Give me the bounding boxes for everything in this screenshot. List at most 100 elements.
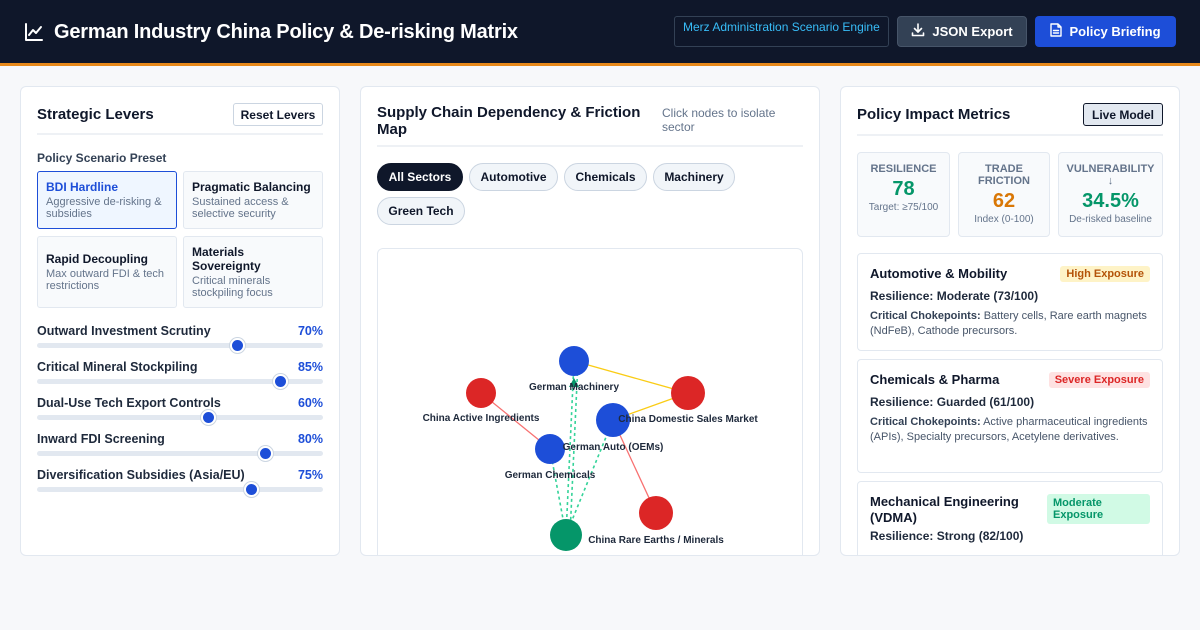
- chokepoints-label: Critical Chokepoints:: [870, 310, 981, 322]
- preset-name: Materials Sovereignty: [192, 245, 261, 273]
- graph-node-label: German Chemicals: [505, 470, 596, 481]
- metric-value: 78: [892, 178, 915, 200]
- preset-heading: Policy Scenario Preset: [37, 151, 167, 165]
- lever-slider-thumb[interactable]: [272, 374, 288, 389]
- lever-name: Dual-Use Tech Export Controls: [37, 396, 221, 410]
- lever-slider-thumb[interactable]: [244, 482, 259, 497]
- dependency-graph-canvas: German Machinery China Active Ingredients…: [423, 346, 758, 551]
- top-bar: German Industry China Policy & De-riskin…: [0, 0, 1200, 63]
- sector-card-chemicals[interactable]: Chemicals & Pharma Severe Exposure Resil…: [857, 359, 1163, 473]
- app-title-text: German Industry China Policy & De-riskin…: [54, 20, 518, 43]
- metric-label: VULNERABILITY ↓: [1066, 163, 1155, 187]
- supply-chain-map-panel: Supply Chain Dependency & Friction Map C…: [360, 86, 820, 556]
- metric-sub: De-risked baseline: [1069, 214, 1152, 225]
- graph-node-label: China Rare Earths / Minerals: [588, 535, 724, 546]
- graph-node-label: German Machinery: [529, 382, 619, 393]
- edge-arrow: [569, 378, 579, 387]
- graph-node-de-chem[interactable]: [535, 434, 565, 464]
- preset-materials-sovereignty[interactable]: Materials Sovereignty Critical minerals …: [183, 236, 323, 308]
- exposure-badge: High Exposure: [1060, 266, 1150, 282]
- filter-all-sectors[interactable]: All Sectors: [377, 163, 463, 191]
- filter-green-tech[interactable]: Green Tech: [377, 197, 465, 225]
- metric-sub: Target: ≥75/100: [868, 202, 939, 213]
- sector-chokepoints: Critical Chokepoints: Battery cells, Rar…: [870, 309, 1150, 339]
- edge-alt-supply-de-auto: [565, 419, 614, 536]
- json-export-label: JSON Export: [932, 24, 1013, 39]
- graph-node-alt-supply[interactable]: [550, 519, 582, 551]
- lever-2: Dual-Use Tech Export Controls 60%: [37, 396, 323, 426]
- lever-3: Inward FDI Screening 80%: [37, 432, 323, 462]
- lever-name: Outward Investment Scrutiny: [37, 324, 211, 338]
- lever-slider-thumb[interactable]: [258, 446, 274, 461]
- edge-alt-supply-de-machinery: [565, 360, 575, 536]
- dependency-graph: German Machinery China Active Ingredients…: [377, 248, 803, 555]
- download-icon: [911, 23, 925, 40]
- live-model-badge[interactable]: Live Model: [1083, 103, 1163, 126]
- chokepoints-text: Active pharmaceutical ingredients (APIs)…: [870, 416, 1148, 443]
- graph-node-de-auto[interactable]: [596, 403, 630, 437]
- filter-automotive[interactable]: Automotive: [469, 163, 558, 191]
- map-hint: Click nodes to isolate sector: [662, 106, 776, 134]
- preset-desc: Critical minerals stockpiling focus: [192, 275, 273, 299]
- graph-node-label: China Active Ingredients: [423, 413, 540, 424]
- preset-name: Rapid Decoupling: [46, 252, 148, 266]
- lever-value: 80%: [297, 432, 323, 446]
- lever-slider-track[interactable]: [37, 451, 323, 456]
- levers-panel-title: Strategic Levers: [37, 106, 154, 123]
- reset-levers-button[interactable]: Reset Levers: [233, 103, 323, 126]
- chokepoints-text: Battery cells, Rare earth magnets (NdFeB…: [870, 310, 1147, 337]
- lever-4: Diversification Subsidies (Asia/EU) 75%: [37, 468, 323, 498]
- strategic-levers-panel: Strategic Levers Reset Levers Policy Sce…: [20, 86, 340, 556]
- lever-value: 70%: [297, 324, 323, 338]
- lever-slider-thumb[interactable]: [229, 338, 245, 353]
- preset-name: Pragmatic Balancing: [192, 180, 311, 194]
- lever-slider-track[interactable]: [37, 487, 323, 492]
- lever-0: Outward Investment Scrutiny 70%: [37, 324, 323, 354]
- sector-resilience: Resilience: Guarded (61/100): [870, 395, 1035, 409]
- preset-desc: Aggressive de-risking & subsidies: [46, 196, 162, 220]
- sector-card-mechanical-engineering[interactable]: Mechanical Engineering (VDMA) Moderate E…: [857, 481, 1163, 555]
- filter-machinery[interactable]: Machinery: [653, 163, 735, 191]
- metric-value: 34.5%: [1082, 190, 1139, 212]
- lever-slider-track[interactable]: [37, 379, 323, 384]
- metric-trade-friction: TRADE FRICTION 62 Index (0-100): [958, 152, 1050, 237]
- sector-name: Chemicals & Pharma: [870, 372, 1000, 387]
- lever-1: Critical Mineral Stockpiling 85%: [37, 360, 323, 390]
- graph-node-label: German Auto (OEMs): [563, 442, 664, 453]
- sector-resilience: Resilience: Moderate (73/100): [870, 289, 1039, 303]
- map-panel-title: Supply Chain Dependency & Friction Map: [377, 104, 641, 138]
- filter-chemicals[interactable]: Chemicals: [564, 163, 647, 191]
- sector-name: Mechanical Engineering (VDMA): [870, 494, 1019, 525]
- chokepoints-label: Critical Chokepoints:: [870, 416, 981, 428]
- graph-node-de-machinery[interactable]: [559, 346, 589, 376]
- graph-node-cn-api[interactable]: [466, 378, 496, 408]
- lever-value: 75%: [297, 468, 323, 482]
- lever-slider-track[interactable]: [37, 343, 323, 348]
- lever-name: Critical Mineral Stockpiling: [37, 360, 198, 374]
- policy-briefing-button[interactable]: Policy Briefing: [1035, 16, 1176, 47]
- preset-bdi-hardline[interactable]: BDI Hardline Aggressive de-risking & sub…: [37, 171, 177, 229]
- preset-rapid-decoupling[interactable]: Rapid Decoupling Max outward FDI & tech …: [37, 236, 177, 308]
- json-export-button[interactable]: JSON Export: [897, 16, 1027, 47]
- sector-chokepoints: Critical Chokepoints: Active pharmaceuti…: [870, 415, 1150, 445]
- edge-de-machinery-alt-supply: [569, 360, 579, 536]
- lever-slider-track[interactable]: [37, 415, 323, 420]
- metric-label: RESILIENCE: [870, 163, 937, 175]
- line-chart-icon: [24, 22, 44, 42]
- lever-name: Inward FDI Screening: [37, 432, 165, 446]
- preset-desc: Max outward FDI & tech restrictions: [46, 268, 164, 292]
- metrics-panel-title: Policy Impact Metrics: [857, 106, 1011, 123]
- preset-pragmatic-balancing[interactable]: Pragmatic Balancing Sustained access & s…: [183, 171, 323, 229]
- graph-node-cn-rare[interactable]: [639, 496, 673, 530]
- graph-node-cn-market[interactable]: [671, 376, 705, 410]
- lever-slider-thumb[interactable]: [201, 410, 217, 425]
- document-icon: [1050, 23, 1063, 40]
- scenario-engine-label: Merz Administration Scenario Engine: [674, 16, 889, 47]
- policy-impact-panel: Policy Impact Metrics Live Model RESILIE…: [840, 86, 1180, 556]
- lever-value: 60%: [297, 396, 323, 410]
- sector-resilience: Resilience: Strong (82/100): [870, 529, 1024, 543]
- metric-resilience: RESILIENCE 78 Target: ≥75/100: [857, 152, 950, 237]
- sector-card-automotive[interactable]: Automotive & Mobility High Exposure Resi…: [857, 253, 1163, 351]
- metric-label: TRADE FRICTION: [978, 163, 1030, 187]
- panel-divider: [37, 133, 323, 135]
